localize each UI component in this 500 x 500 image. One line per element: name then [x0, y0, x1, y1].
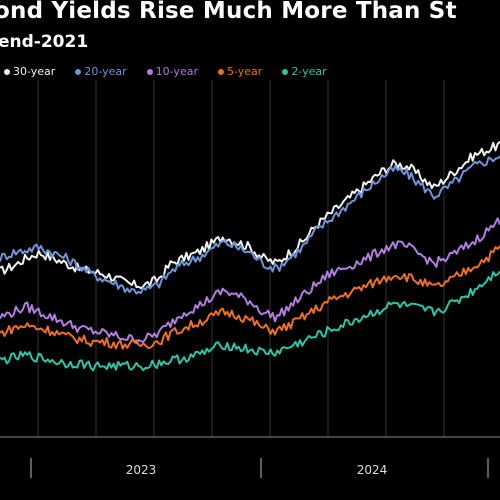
- legend-label-30-year: 30-year: [13, 65, 56, 78]
- grid-lines: [37, 80, 445, 437]
- legend-label-2-year: 2-year: [291, 65, 327, 78]
- legend: 30-year 20-year 10-year 5-year 2-year: [4, 65, 327, 78]
- legend-swatch-5-year: [217, 68, 224, 75]
- series-line-30-year: [0, 141, 500, 290]
- legend-item-2-year: 2-year: [282, 65, 327, 78]
- legend-item-5-year: 5-year: [217, 65, 263, 78]
- legend-label-10-year: 10-year: [155, 65, 198, 78]
- x-tick-label-2023: 2023: [126, 463, 157, 477]
- chart-title: ond Yields Rise Much More Than St: [0, 0, 457, 24]
- legend-label-20-year: 20-year: [84, 65, 127, 78]
- chart-subtitle: end-2021: [0, 32, 89, 52]
- series-line-5-year: [0, 245, 500, 350]
- series-line-20-year: [0, 155, 500, 295]
- x-ticks: [30, 458, 489, 478]
- legend-item-20-year: 20-year: [75, 65, 127, 78]
- series-line-2-year: [0, 270, 500, 372]
- legend-swatch-20-year: [75, 68, 82, 75]
- legend-swatch-2-year: [282, 68, 289, 75]
- series-line-10-year: [0, 217, 500, 345]
- legend-swatch-10-year: [146, 68, 153, 75]
- x-tick-label-2024: 2024: [357, 463, 388, 477]
- legend-label-5-year: 5-year: [226, 65, 263, 78]
- legend-item-30-year: 30-year: [4, 65, 55, 78]
- legend-swatch-30-year: [4, 68, 10, 75]
- legend-item-10-year: 10-year: [146, 65, 198, 78]
- series-lines: [0, 141, 500, 372]
